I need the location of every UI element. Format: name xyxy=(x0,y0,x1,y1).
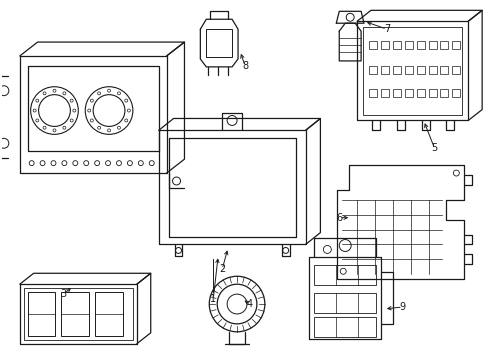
Bar xyxy=(427,89,436,96)
Text: 7: 7 xyxy=(383,24,389,34)
Bar xyxy=(416,41,424,49)
Bar xyxy=(314,265,375,285)
Bar xyxy=(61,292,89,336)
Bar xyxy=(404,89,412,96)
Text: 5: 5 xyxy=(430,143,437,153)
Bar xyxy=(380,66,388,74)
Text: 9: 9 xyxy=(399,302,405,312)
Text: 2: 2 xyxy=(219,264,225,274)
Text: 6: 6 xyxy=(336,213,342,223)
Bar xyxy=(206,29,232,57)
Bar xyxy=(368,66,376,74)
Bar xyxy=(427,41,436,49)
Bar xyxy=(95,292,122,336)
Text: 8: 8 xyxy=(242,61,247,71)
Bar xyxy=(28,292,55,336)
Bar xyxy=(427,66,436,74)
Bar xyxy=(440,66,447,74)
Bar xyxy=(362,27,461,114)
Bar xyxy=(380,41,388,49)
Bar xyxy=(392,41,400,49)
Bar xyxy=(380,89,388,96)
Bar xyxy=(416,89,424,96)
Bar xyxy=(314,293,375,313)
Bar xyxy=(404,41,412,49)
Bar xyxy=(416,66,424,74)
Bar xyxy=(451,41,459,49)
Text: 1: 1 xyxy=(210,294,216,304)
Text: 3: 3 xyxy=(60,289,66,299)
Bar xyxy=(440,89,447,96)
Bar xyxy=(368,41,376,49)
Bar xyxy=(440,41,447,49)
Bar xyxy=(24,288,133,340)
Bar xyxy=(392,89,400,96)
Bar xyxy=(368,89,376,96)
Text: 4: 4 xyxy=(246,299,252,309)
Bar xyxy=(451,66,459,74)
Bar xyxy=(314,317,375,337)
Bar xyxy=(392,66,400,74)
Bar xyxy=(404,66,412,74)
Bar xyxy=(451,89,459,96)
